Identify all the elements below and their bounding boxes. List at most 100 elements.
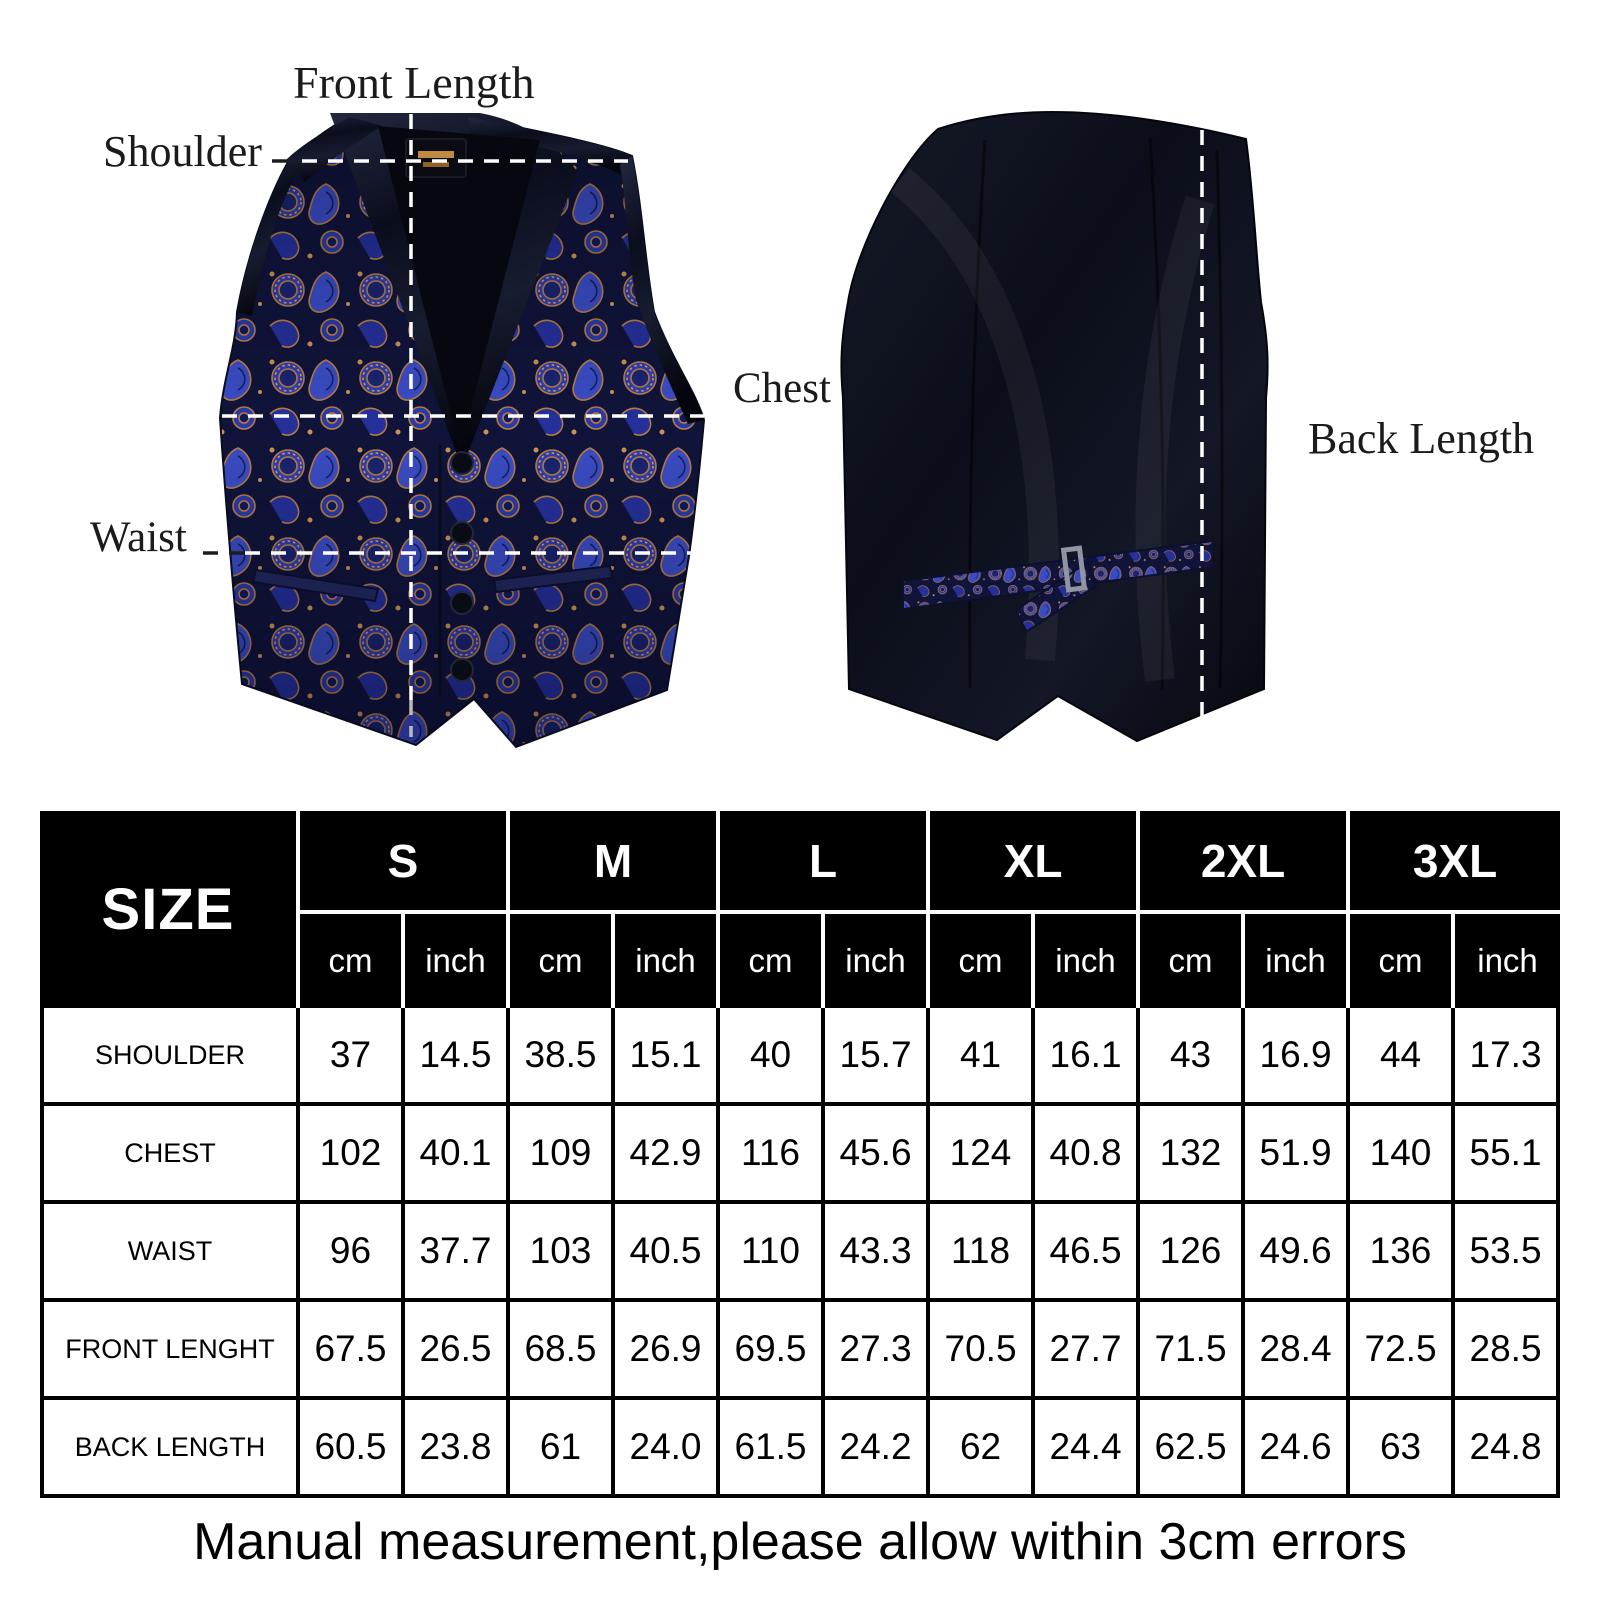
vest-diagram <box>203 110 1269 749</box>
unit-header: inch <box>1035 910 1141 1008</box>
table-row: SHOULDER 37 14.5 38.5 15.1 40 15.7 41 16.1 43 16.9… <box>40 1008 1561 1106</box>
unit-header: inch <box>1455 910 1561 1008</box>
unit-header: cm <box>720 910 826 1008</box>
measurement-cell: 109 <box>510 1106 615 1204</box>
measurement-cell: 44 <box>1350 1008 1456 1106</box>
front-vest-illustration <box>218 113 706 749</box>
measurement-cell: 14.5 <box>405 1008 510 1106</box>
strap-buckle-icon <box>1060 545 1088 593</box>
brand-tag <box>405 138 467 178</box>
pocket-welt-left <box>251 568 380 603</box>
measurement-note: Manual measurement,please allow within 3… <box>193 1513 1407 1571</box>
measurement-cell: 62.5 <box>1140 1400 1246 1498</box>
measurement-cell: 126 <box>1140 1204 1246 1302</box>
waist-label: Waist <box>90 514 187 561</box>
measurement-cell: 110 <box>720 1204 826 1302</box>
measurement-cell: 68.5 <box>510 1302 615 1400</box>
measurement-cell: 55.1 <box>1455 1106 1561 1204</box>
measurement-cell: 62 <box>930 1400 1036 1498</box>
measurement-cell: 102 <box>300 1106 405 1204</box>
unit-header: cm <box>930 910 1036 1008</box>
measurement-cell: 40.1 <box>405 1106 510 1204</box>
measurement-cell: 24.4 <box>1035 1400 1141 1498</box>
measurement-cell: 37.7 <box>405 1204 510 1302</box>
measurement-cell: 67.5 <box>300 1302 405 1400</box>
measurement-cell: 16.1 <box>1035 1008 1141 1106</box>
measurement-cell: 71.5 <box>1140 1302 1246 1400</box>
measurement-cell: 28.4 <box>1245 1302 1351 1400</box>
size-header-cell: SIZE <box>40 811 300 1008</box>
table-row: CHEST 102 40.1 109 42.9 116 45.6 124 40.8 132 51.9… <box>40 1106 1561 1204</box>
measurement-cell: 40.5 <box>615 1204 721 1302</box>
measurement-cell: 46.5 <box>1035 1204 1141 1302</box>
measurement-cell: 70.5 <box>930 1302 1036 1400</box>
measurement-cell: 16.9 <box>1245 1008 1351 1106</box>
measurement-cell: 26.9 <box>615 1302 721 1400</box>
unit-header: inch <box>615 910 721 1008</box>
shoulder-label: Shoulder <box>103 127 262 176</box>
measurement-cell: 24.0 <box>615 1400 721 1498</box>
measurement-cell: 53.5 <box>1455 1204 1561 1302</box>
size-table: SIZE S M L XL 2XL 3XL cm inch cm inch cm… <box>40 811 1561 1498</box>
unit-header: cm <box>300 910 405 1008</box>
measurement-cell: 37 <box>300 1008 405 1106</box>
column-header-xl: XL <box>930 811 1141 910</box>
measurement-cell: 27.3 <box>825 1302 931 1400</box>
measurement-cell: 136 <box>1350 1204 1456 1302</box>
measurement-cell: 43 <box>1140 1008 1246 1106</box>
measurement-cell: 42.9 <box>615 1106 721 1204</box>
measurement-cell: 103 <box>510 1204 615 1302</box>
measurement-cell: 26.5 <box>405 1302 510 1400</box>
table-row: WAIST 96 37.7 103 40.5 110 43.3 118 46.5 126 49.6 1… <box>40 1204 1561 1302</box>
measurement-cell: 28.5 <box>1455 1302 1561 1400</box>
measurement-cell: 61.5 <box>720 1400 826 1498</box>
back-vest-illustration <box>840 110 1269 743</box>
measurement-cell: 72.5 <box>1350 1302 1456 1400</box>
unit-header: cm <box>1350 910 1456 1008</box>
measurement-cell: 40 <box>720 1008 826 1106</box>
pocket-welt-right <box>492 564 614 594</box>
row-label: FRONT LENGHT <box>40 1302 300 1400</box>
measurement-cell: 24.8 <box>1455 1400 1561 1498</box>
row-label: SHOULDER <box>40 1008 300 1106</box>
measurement-cell: 45.6 <box>825 1106 931 1204</box>
measurement-cell: 41 <box>930 1008 1036 1106</box>
back-strap <box>902 539 1214 634</box>
vest-buttons <box>450 451 474 682</box>
back-strap-tail <box>1014 560 1098 634</box>
measurement-cell: 61 <box>510 1400 615 1498</box>
measurement-cell: 38.5 <box>510 1008 615 1106</box>
column-header-2xl: 2XL <box>1140 811 1351 910</box>
column-header-s: S <box>300 811 510 910</box>
column-header-3xl: 3XL <box>1350 811 1561 910</box>
measurement-cell: 116 <box>720 1106 826 1204</box>
measurement-cell: 23.8 <box>405 1400 510 1498</box>
measurement-cell: 63 <box>1350 1400 1456 1498</box>
row-label: CHEST <box>40 1106 300 1204</box>
measurement-cell: 24.6 <box>1245 1400 1351 1498</box>
measurement-cell: 49.6 <box>1245 1204 1351 1302</box>
measurement-cell: 132 <box>1140 1106 1246 1204</box>
measurement-cell: 15.1 <box>615 1008 721 1106</box>
measurement-cell: 15.7 <box>825 1008 931 1106</box>
measurement-cell: 43.3 <box>825 1204 931 1302</box>
unit-header: cm <box>510 910 615 1008</box>
column-header-m: M <box>510 811 721 910</box>
table-row: BACK LENGTH 60.5 23.8 61 24.0 61.5 24.2 62 24.4 6… <box>40 1400 1561 1498</box>
measurement-cell: 118 <box>930 1204 1036 1302</box>
unit-header: cm <box>1140 910 1246 1008</box>
measurement-cell: 24.2 <box>825 1400 931 1498</box>
back-length-label: Back Length <box>1308 414 1535 463</box>
measurement-cell: 40.8 <box>1035 1106 1141 1204</box>
measurement-cell: 60.5 <box>300 1400 405 1498</box>
table-row: FRONT LENGHT 67.5 26.5 68.5 26.9 69.5 27.3 70.5… <box>40 1302 1561 1400</box>
column-header-l: L <box>720 811 931 910</box>
row-label: BACK LENGTH <box>40 1400 300 1498</box>
measurement-cell: 96 <box>300 1204 405 1302</box>
measurement-cell: 51.9 <box>1245 1106 1351 1204</box>
measurement-cell: 140 <box>1350 1106 1456 1204</box>
measurement-cell: 124 <box>930 1106 1036 1204</box>
measurement-cell: 27.7 <box>1035 1302 1141 1400</box>
row-label: WAIST <box>40 1204 300 1302</box>
chest-label: Chest <box>733 365 831 412</box>
